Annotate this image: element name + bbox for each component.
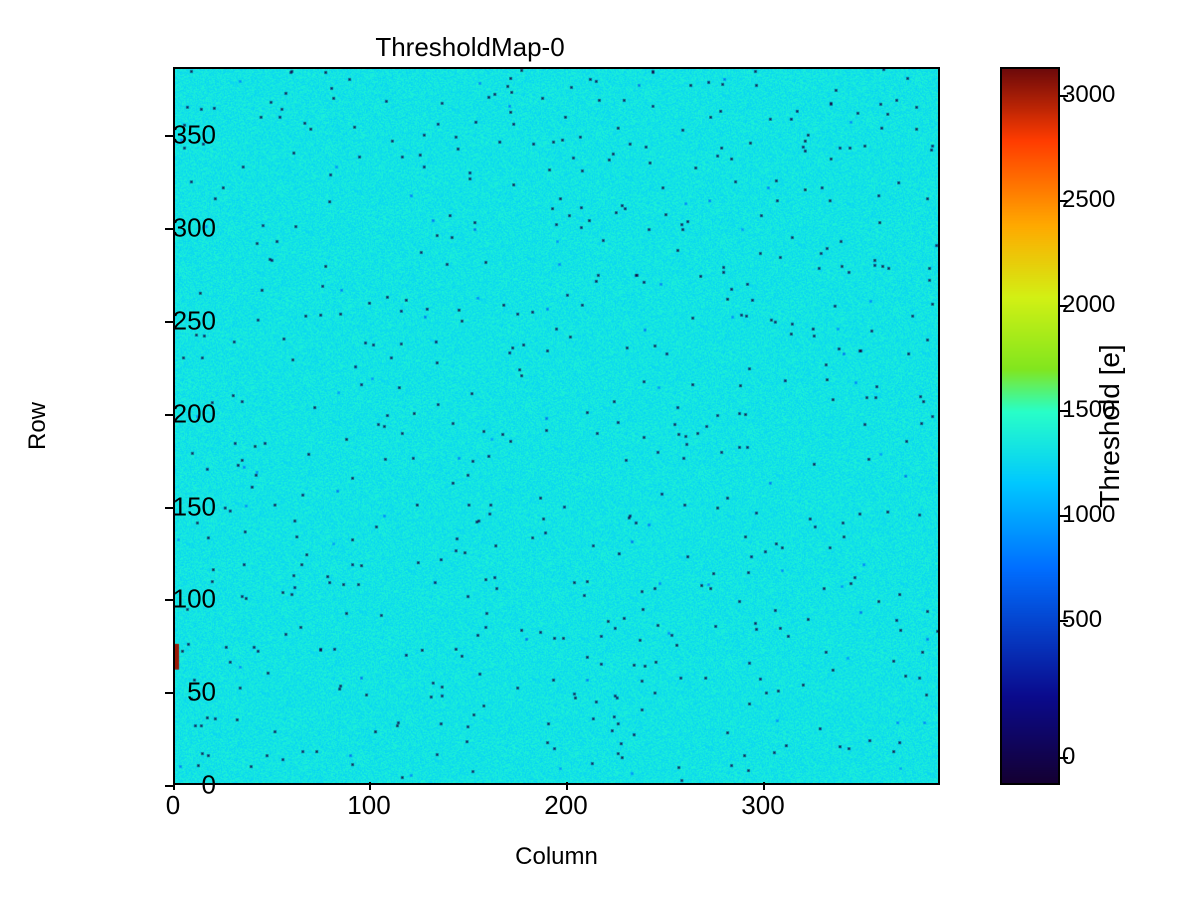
colorbar-canvas[interactable] xyxy=(1000,67,1060,785)
cb-tick-1: 2500 xyxy=(1062,186,1115,214)
cb-tick-2: 2000 xyxy=(1062,291,1115,319)
x-tick-1: 100 xyxy=(347,790,390,821)
cb-tick-5: 500 xyxy=(1062,606,1102,634)
x-tick-0: 0 xyxy=(166,790,180,821)
colorbar[interactable]: 3000 2500 2000 1500 1000 500 0 xyxy=(1000,67,1060,785)
y-tick-5: 250 xyxy=(146,306,216,337)
y-tick-2: 100 xyxy=(146,584,216,615)
y-tick-7: 350 xyxy=(146,120,216,151)
x-tick-3: 300 xyxy=(741,790,784,821)
y-tick-6: 300 xyxy=(146,213,216,244)
x-tick-2: 200 xyxy=(544,790,587,821)
y-tick-3: 150 xyxy=(146,492,216,523)
x-axis-label: Column xyxy=(173,843,940,871)
y-tick-1: 50 xyxy=(146,677,216,708)
y-tick-0: 0 xyxy=(146,770,216,801)
cb-tick-0: 3000 xyxy=(1062,81,1115,109)
threshold-map-window: ThresholdMap-0 0 50 100 150 200 250 300 … xyxy=(0,0,1200,900)
heatmap-plot-area[interactable] xyxy=(173,67,940,785)
y-axis-label: Row xyxy=(24,402,52,450)
y-tick-4: 200 xyxy=(146,399,216,430)
colorbar-axis-label: Threshold [e] xyxy=(1094,344,1126,507)
chart-title: ThresholdMap-0 xyxy=(0,32,940,63)
heatmap-canvas[interactable] xyxy=(175,69,938,783)
